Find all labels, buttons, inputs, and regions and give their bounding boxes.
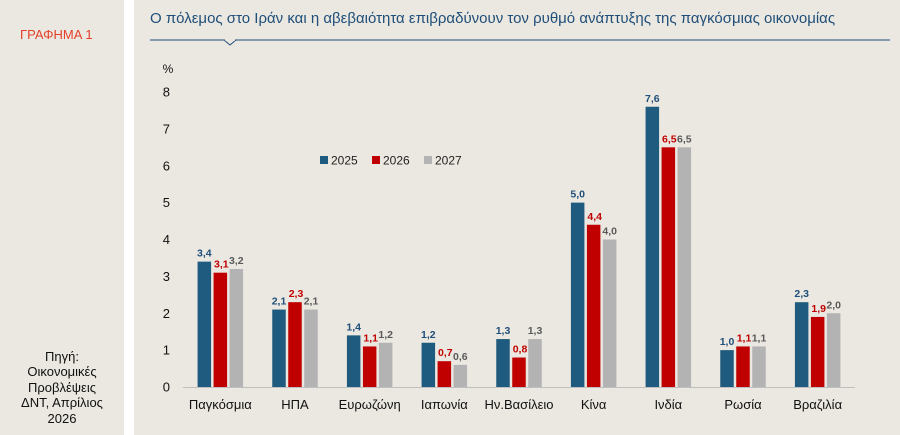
sidebar-panel: ΓΡΑΦΗΜΑ 1 Πηγή: Οικονομικές Προβλέψεις Δ… (0, 0, 124, 435)
x-tick-label: Παγκόσμια (189, 397, 252, 412)
y-tick-label: 3 (163, 269, 170, 284)
legend-label-2025: 2025 (331, 154, 358, 168)
data-label-2025: 5,0 (570, 189, 585, 201)
data-label-2025: 2,1 (272, 296, 287, 308)
data-label-2027: 2,1 (304, 296, 319, 308)
data-label-2027: 3,2 (229, 255, 244, 267)
bar-2025 (197, 261, 212, 387)
source-line: Πηγή: (45, 348, 79, 364)
data-label-2026: 2,3 (289, 288, 304, 300)
bar-2026 (213, 272, 228, 387)
bar-2025 (346, 335, 361, 387)
data-label-2026: 0,8 (513, 344, 528, 356)
y-axis-unit: % (163, 62, 174, 76)
bar-2027 (378, 342, 393, 387)
data-label-2025: 3,4 (197, 248, 212, 260)
bar-2027 (752, 346, 766, 387)
legend-label-2026: 2026 (383, 154, 410, 168)
bar-2026 (362, 346, 377, 387)
y-tick-label: 6 (163, 158, 170, 173)
x-tick-label: Ευρωζώνη (339, 397, 401, 412)
data-label-2027: 4,0 (602, 226, 617, 238)
data-label-2025: 1,4 (346, 321, 361, 333)
bar-2026 (736, 346, 750, 387)
y-tick-label: 0 (163, 380, 170, 395)
x-tick-label: Ην.Βασίλειο (484, 397, 553, 412)
legend-swatch-2027 (424, 156, 432, 164)
x-tick-label: Κίνα (581, 397, 607, 412)
bar-2027 (229, 269, 244, 387)
data-label-2027: 1,2 (378, 329, 393, 341)
data-label-2026: 3,1 (214, 259, 229, 271)
source-line: Οικονομικές (27, 364, 97, 379)
data-label-2025: 1,2 (421, 329, 436, 341)
bar-2026 (810, 316, 825, 387)
source-line: ΔΝΤ, Απρίλιος (21, 395, 103, 410)
bar-2025 (272, 309, 286, 387)
data-label-2026: 1,1 (363, 332, 378, 344)
bar-2025 (570, 202, 585, 387)
bar-2025 (496, 339, 510, 387)
data-label-2026: 1,1 (737, 332, 752, 344)
bar-2025 (645, 106, 660, 387)
data-label-2026: 1,9 (811, 303, 826, 315)
bar-2026 (512, 357, 526, 387)
bar-2027 (453, 364, 468, 387)
y-tick-label: 1 (163, 343, 170, 358)
bar-2026 (586, 224, 601, 387)
data-label-2027: 0,6 (453, 351, 468, 363)
bar-2027 (602, 239, 617, 387)
bar-2025 (720, 350, 734, 387)
source-line: Προβλέψεις (27, 379, 96, 395)
bar-2025 (421, 342, 436, 387)
y-tick-label: 2 (163, 306, 170, 321)
chart-title: Ο πόλεμος στο Ιράν και η αβεβαιότητα επι… (150, 10, 836, 27)
data-label-2025: 2,3 (794, 288, 809, 300)
data-label-2025: 7,6 (645, 93, 660, 105)
figure-label: ΓΡΑΦΗΜΑ 1 (20, 27, 93, 42)
y-tick-label: 8 (163, 85, 170, 100)
bar-2026 (437, 361, 452, 387)
x-tick-label: ΗΠΑ (281, 397, 309, 412)
y-tick-label: 5 (163, 195, 170, 210)
data-label-2026: 0,7 (438, 347, 453, 359)
data-label-2027: 1,1 (752, 332, 767, 344)
bar-2027 (826, 313, 841, 387)
legend-swatch-2026 (372, 156, 380, 164)
bar-2027 (677, 147, 692, 387)
source-line: 2026 (47, 410, 77, 426)
x-tick-label: Ιαπωνία (421, 397, 468, 412)
x-tick-label: Ρωσία (724, 397, 762, 412)
data-label-2026: 6,5 (662, 133, 677, 145)
bar-2026 (288, 302, 302, 387)
data-label-2027: 6,5 (677, 133, 692, 145)
bar-2027 (528, 339, 542, 387)
source-note: Πηγή: Οικονομικές Προβλέψεις ΔΝΤ, Απρίλι… (4, 349, 120, 427)
y-tick-label: 7 (163, 121, 170, 136)
x-tick-label: Ινδία (654, 397, 682, 412)
data-label-2025: 1,0 (720, 336, 735, 348)
y-tick-label: 4 (163, 232, 170, 247)
data-label-2025: 1,3 (496, 325, 511, 337)
data-label-2027: 1,3 (528, 325, 543, 337)
data-label-2026: 4,4 (587, 211, 602, 223)
bar-2026 (661, 147, 676, 387)
data-label-2027: 2,0 (826, 299, 841, 311)
legend-label-2027: 2027 (435, 154, 462, 168)
bar-2027 (304, 309, 318, 387)
x-tick-label: Βραζιλία (793, 397, 842, 412)
legend-swatch-2025 (320, 156, 328, 164)
bar-2025 (794, 302, 809, 387)
